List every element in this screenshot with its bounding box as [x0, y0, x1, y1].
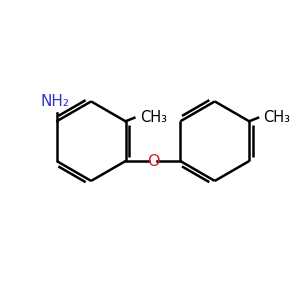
Text: NH₂: NH₂ — [41, 94, 70, 109]
Text: CH₃: CH₃ — [263, 110, 290, 125]
Text: O: O — [147, 154, 159, 169]
Text: CH₃: CH₃ — [140, 110, 167, 125]
